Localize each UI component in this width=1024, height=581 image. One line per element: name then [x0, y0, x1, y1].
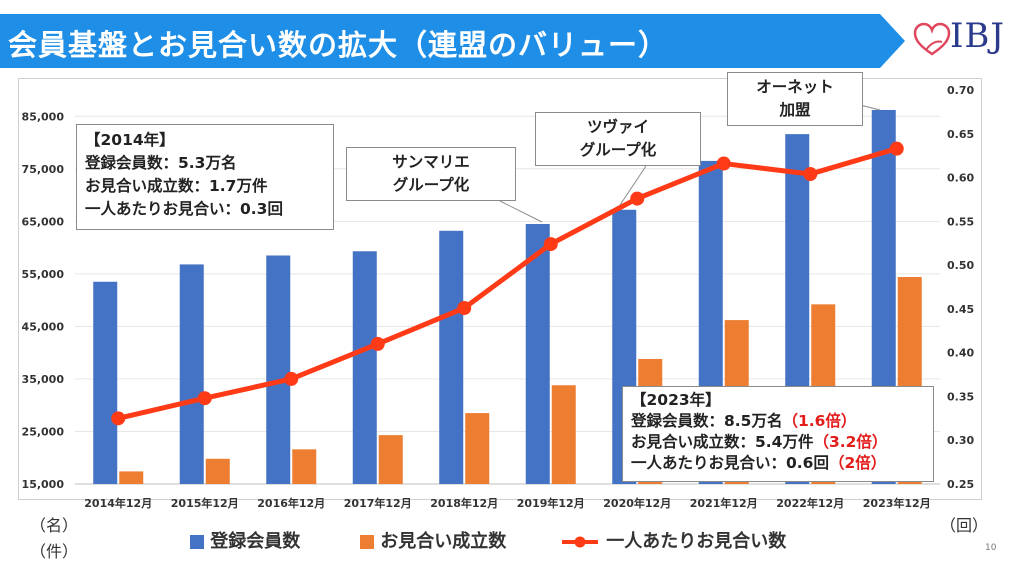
category-label: 2014年12月 — [84, 496, 152, 510]
page-number: 10 — [985, 543, 997, 553]
bar-matches — [551, 385, 576, 484]
callout-pointer-sunmarie — [499, 200, 543, 223]
right-tick-label: 0.40 — [947, 347, 974, 360]
per-person-point — [457, 301, 472, 316]
left-tick-label: 25,000 — [22, 425, 65, 438]
legend-label-members: 登録会員数 — [210, 531, 301, 552]
callout-zwei-line1: ツヴァイ — [586, 118, 649, 136]
bar-members — [179, 264, 204, 484]
bar-members — [93, 281, 118, 484]
right-tick-label: 0.30 — [947, 434, 974, 447]
per-person-point — [284, 371, 299, 386]
bar-matches — [465, 413, 490, 484]
page-title: 会員基盤とお見合い数の拡大（連盟のバリュー） — [8, 28, 669, 62]
callout-2014-title: 【2014年】 — [85, 131, 175, 149]
left-tick-label: 35,000 — [22, 373, 65, 386]
right-tick-label: 0.45 — [947, 303, 974, 316]
bar-members — [352, 251, 377, 484]
left-tick-label: 75,000 — [22, 163, 65, 176]
per-person-point — [111, 411, 126, 426]
left-axis-unit-members: （名） — [30, 516, 79, 535]
left-tick-label: 65,000 — [22, 215, 65, 228]
bar-members — [439, 230, 464, 484]
left-tick-label: 85,000 — [22, 110, 65, 123]
legend-item-per-person: 一人あたりお見合い数 — [560, 527, 786, 553]
per-person-point — [716, 156, 731, 171]
callout-2023-members: 登録会員数：8.5万名（1.6倍） — [631, 412, 857, 430]
bar-members — [525, 223, 550, 484]
category-label: 2017年12月 — [344, 496, 412, 510]
title-banner: 会員基盤とお見合い数の拡大（連盟のバリュー） — [0, 14, 905, 68]
right-tick-label: 0.70 — [947, 84, 974, 97]
left-axis-unit-matches: （件） — [30, 542, 79, 561]
bar-matches — [205, 458, 230, 484]
callout-sunmarie: サンマリエ グループ化 — [346, 147, 516, 201]
legend-label-matches: お見合い成立数 — [380, 531, 507, 552]
callout-2014-members: 登録会員数：5.3万名 — [85, 154, 237, 172]
per-person-point — [630, 191, 645, 206]
callout-onet-line2: 加盟 — [779, 101, 811, 119]
category-label: 2023年12月 — [863, 496, 931, 510]
legend-label-per-person: 一人あたりお見合い数 — [606, 531, 787, 552]
right-tick-label: 0.60 — [947, 172, 974, 185]
left-tick-label: 45,000 — [22, 320, 65, 333]
legend-item-members: 登録会員数 — [190, 527, 300, 553]
callout-onet: オーネット 加盟 — [727, 72, 863, 126]
callout-sunmarie-line1: サンマリエ — [392, 153, 470, 171]
right-axis-unit: （回） — [940, 516, 989, 535]
legend-swatch-matches — [360, 535, 374, 549]
right-tick-label: 0.50 — [947, 259, 974, 272]
bar-members — [266, 255, 291, 484]
callout-2023-title: 【2023年】 — [631, 391, 721, 409]
left-tick-label: 55,000 — [22, 268, 65, 281]
callout-2023-per-person: 一人あたりお見合い：0.6回（2倍） — [631, 454, 887, 472]
callout-2014: 【2014年】 登録会員数：5.3万名 お見合い成立数：1.7万件 一人あたりお… — [76, 124, 334, 230]
heart-icon — [913, 22, 951, 56]
category-label: 2022年12月 — [776, 496, 844, 510]
callout-2023: 【2023年】 登録会員数：8.5万名（1.6倍） お見合い成立数：5.4万件（… — [622, 386, 934, 482]
matches-ratio: （3.2倍） — [813, 433, 888, 451]
callout-sunmarie-line2: グループ化 — [392, 176, 470, 194]
callout-pointer-zwei — [619, 165, 647, 206]
per-person-point — [889, 141, 904, 156]
callout-2014-per-person: 一人あたりお見合い：0.3回 — [85, 200, 283, 218]
right-tick-label: 0.65 — [947, 128, 974, 141]
chart-legend: 登録会員数 お見合い成立数 一人あたりお見合い数 — [190, 527, 830, 555]
per-person-point — [803, 167, 818, 182]
ibj-logo: IBJ — [912, 14, 1020, 64]
legend-item-matches: お見合い成立数 — [360, 527, 506, 553]
per-person-ratio: （2倍） — [828, 454, 887, 472]
bar-matches — [378, 435, 403, 484]
callout-2014-matches: お見合い成立数：1.7万件 — [85, 177, 268, 195]
category-label: 2016年12月 — [257, 496, 325, 510]
chart-frame — [18, 78, 982, 500]
per-person-point — [197, 391, 212, 406]
per-person-point — [370, 336, 385, 351]
bar-matches — [292, 449, 317, 484]
right-tick-label: 0.35 — [947, 390, 974, 403]
callout-2023-matches: お見合い成立数：5.4万件（3.2倍） — [631, 433, 888, 451]
callout-zwei-line2: グループ化 — [579, 141, 657, 159]
legend-swatch-members — [190, 535, 204, 549]
category-label: 2019年12月 — [517, 496, 585, 510]
per-person-line — [117, 146, 898, 421]
legend-swatch-per-person — [562, 536, 598, 548]
callout-zwei: ツヴァイ グループ化 — [535, 112, 701, 166]
bar-matches — [119, 471, 144, 484]
per-person-point — [543, 237, 558, 252]
category-label: 2021年12月 — [690, 496, 758, 510]
left-tick-label: 15,000 — [22, 478, 65, 491]
callout-onet-line1: オーネット — [756, 78, 834, 96]
banner-shape — [0, 14, 905, 68]
category-label: 2018年12月 — [430, 496, 498, 510]
category-label: 2015年12月 — [171, 496, 239, 510]
right-tick-label: 0.55 — [947, 215, 974, 228]
logo-text: IBJ — [950, 16, 1006, 56]
members-ratio: （1.6倍） — [782, 412, 857, 430]
category-label: 2020年12月 — [603, 496, 671, 510]
right-tick-label: 0.25 — [947, 478, 974, 491]
